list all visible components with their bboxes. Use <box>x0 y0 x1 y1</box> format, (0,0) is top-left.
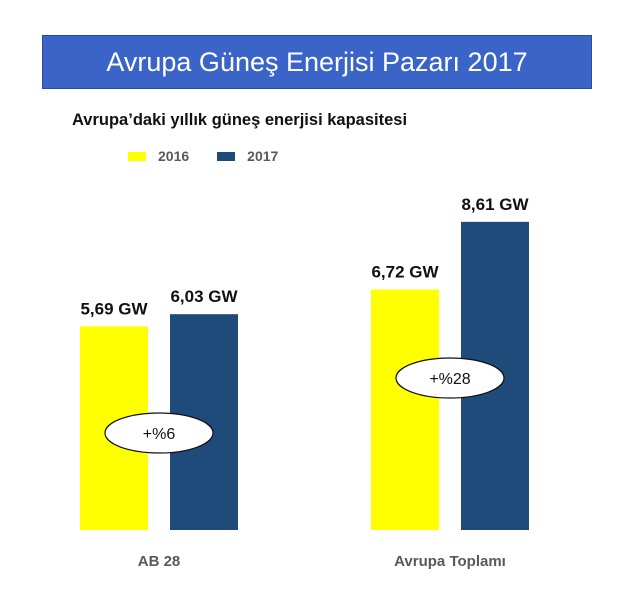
category-label-0: AB 28 <box>138 553 181 570</box>
legend-label-2017: 2017 <box>247 148 279 164</box>
data-label-2016-0: 5,69 GW <box>80 299 148 318</box>
legend: 2016 2017 <box>128 148 306 164</box>
data-label-2017-1: 8,61 GW <box>461 195 529 214</box>
legend-label-2016: 2016 <box>158 148 190 164</box>
legend-item-2017: 2017 <box>217 148 278 164</box>
data-label-2016-1: 6,72 GW <box>371 262 439 281</box>
category-label-1: Avrupa Toplamı <box>394 553 506 570</box>
bar-2016-1 <box>371 289 439 530</box>
chart-title-banner: Avrupa Güneş Enerjisi Pazarı 2017 <box>42 35 592 89</box>
legend-swatch-2017 <box>217 151 236 161</box>
data-label-2017-0: 6,03 GW <box>170 287 238 306</box>
legend-item-2016: 2016 <box>128 148 189 164</box>
chart-title: Avrupa Güneş Enerjisi Pazarı 2017 <box>106 46 528 77</box>
growth-bubble-1 <box>395 357 505 399</box>
chart-subtitle: Avrupa’daki yıllık güneş enerjisi kapasi… <box>72 111 408 129</box>
legend-swatch-2016 <box>128 151 146 161</box>
growth-label-1: +%28 <box>429 371 470 388</box>
growth-bubble-0 <box>104 412 214 454</box>
growth-label-0: +%6 <box>143 426 176 443</box>
